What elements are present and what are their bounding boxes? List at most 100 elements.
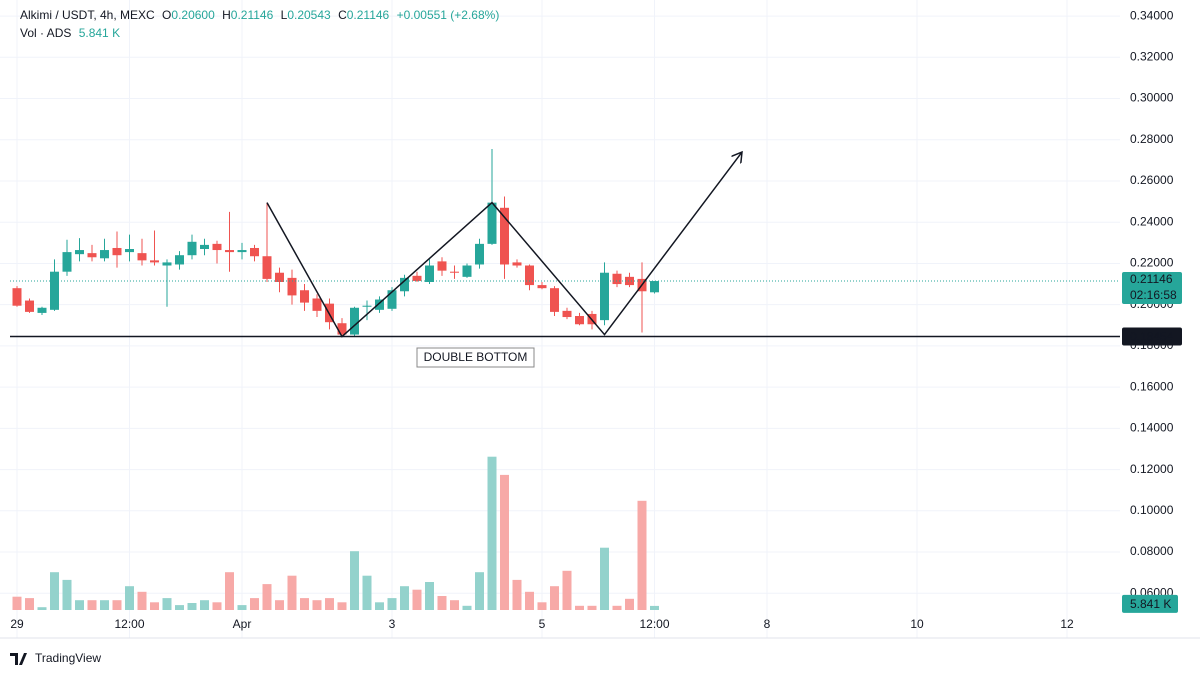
candle-body <box>600 272 609 321</box>
candle-body <box>175 255 184 265</box>
candle-body <box>200 244 209 250</box>
y-tick-label: 0.30000 <box>1130 91 1174 105</box>
change: +0.00551 (+2.68%) <box>397 8 500 22</box>
volume-bar <box>125 586 134 610</box>
y-tick-label: 0.10000 <box>1130 503 1174 517</box>
volume-bar <box>525 591 534 610</box>
overlay-layer: DOUBLE BOTTOM <box>10 152 1120 368</box>
candle-body <box>287 277 297 296</box>
candle-body <box>512 262 522 266</box>
candle-body <box>362 305 372 307</box>
candle-body <box>312 298 322 311</box>
candle-body <box>225 250 234 253</box>
volume-bar <box>212 602 222 610</box>
symbol: Alkimi / USDT, 4h, MEXC <box>20 8 155 22</box>
volume-bar <box>325 598 334 610</box>
last-price-box <box>1122 272 1182 305</box>
candle-body <box>400 277 409 292</box>
candle-body <box>337 323 347 335</box>
volume-bar <box>575 605 584 610</box>
y-tick-label: 0.32000 <box>1130 49 1174 63</box>
volume-bar <box>150 602 159 610</box>
volume-bar <box>562 570 572 610</box>
volume-bar <box>512 579 522 610</box>
volume-bar <box>350 551 359 610</box>
candle-body <box>575 316 584 325</box>
candle-body <box>525 265 534 286</box>
y-tick-label: 0.22000 <box>1130 256 1174 270</box>
countdown: 02:16:58 <box>1130 288 1177 302</box>
candle-body <box>300 290 309 303</box>
candle-body <box>487 202 497 244</box>
candle-body <box>62 252 72 272</box>
volume-bar <box>200 600 209 610</box>
candle-body <box>87 253 97 258</box>
brand-name: TradingView <box>35 651 101 665</box>
support-box <box>1122 327 1182 346</box>
volume-bar <box>25 598 34 610</box>
x-tick-label: 12:00 <box>639 617 669 631</box>
brand-logo <box>10 653 27 665</box>
value: 0.21146 <box>347 8 390 22</box>
candle-body <box>212 243 222 251</box>
candle-body <box>137 253 147 261</box>
volume-bar <box>475 572 484 610</box>
annotation-box <box>416 347 535 368</box>
volume-bar <box>412 589 422 610</box>
volume-bar <box>137 591 147 610</box>
value: 0.20600 <box>171 8 215 22</box>
volume-bar <box>275 600 284 610</box>
candle-body <box>75 250 84 255</box>
volume-bar <box>462 605 472 610</box>
volume-title: Vol · ADS <box>20 26 71 40</box>
key: O <box>162 8 171 22</box>
x-tick-label: 3 <box>389 617 396 631</box>
volume-bar <box>287 575 297 610</box>
volume-bar <box>262 584 272 610</box>
volume-bar <box>600 547 609 610</box>
volume-bar <box>100 600 109 610</box>
candle-body <box>162 262 172 266</box>
volume-bar <box>225 572 234 610</box>
candle-body <box>500 207 509 265</box>
candle-body <box>25 300 34 312</box>
x-tick-label: 5 <box>539 617 546 631</box>
volume-box <box>1122 594 1178 613</box>
candle-body <box>275 272 284 282</box>
volume-bar <box>87 600 97 610</box>
volume-bar <box>50 572 59 610</box>
volume-bar <box>162 598 172 610</box>
value: 0.21146 <box>231 8 274 22</box>
support-label: 0.18454 <box>1130 330 1174 344</box>
volume-bar <box>537 602 547 610</box>
key: L <box>281 8 288 22</box>
candle-body <box>625 276 634 286</box>
y-tick-label: 0.24000 <box>1130 214 1174 228</box>
volume-bar <box>337 602 347 610</box>
volume-bar <box>37 607 47 610</box>
volume-layer <box>12 456 659 610</box>
key: C <box>338 8 347 22</box>
header-line: Alkimi / USDT, 4h, MEXC O0.20600 H0.2114… <box>20 8 499 22</box>
grid <box>0 0 1120 638</box>
volume-bar <box>425 582 434 610</box>
x-tick-label: 12 <box>1060 617 1074 631</box>
candle-body <box>237 250 247 253</box>
candle-body <box>12 288 22 306</box>
volume-bar <box>612 605 622 610</box>
candle-body <box>350 307 359 335</box>
volume-bar <box>312 600 322 610</box>
candle-body <box>262 256 272 279</box>
candle-body <box>650 281 659 293</box>
volume-bar <box>387 598 397 610</box>
volume-bar <box>375 602 384 610</box>
candle-body <box>612 273 622 285</box>
volume-bar <box>175 605 184 610</box>
candle-body <box>375 299 384 310</box>
x-tick-label: 12:00 <box>114 617 144 631</box>
volume-bar <box>587 605 597 610</box>
volume-bar <box>437 596 447 610</box>
volume-bar <box>187 603 197 610</box>
volume-axis-label: 5.841 K <box>1130 597 1171 611</box>
